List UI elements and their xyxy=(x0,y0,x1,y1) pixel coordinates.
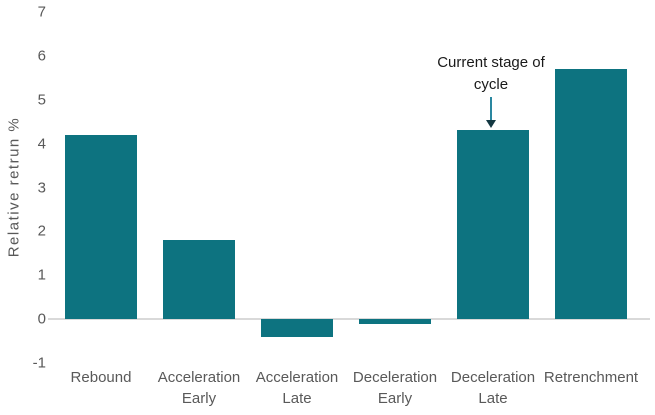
y-tick-label: 1 xyxy=(37,266,46,284)
arrow-shaft xyxy=(490,97,492,120)
x-category-label: Rebound xyxy=(70,369,132,386)
bar xyxy=(261,319,333,337)
bar xyxy=(457,130,529,320)
y-tick-label: 5 xyxy=(37,91,46,109)
bar-slot-deceleration-late xyxy=(444,12,542,363)
x-category-label: Deceleration Early xyxy=(352,369,438,407)
y-tick-label: 0 xyxy=(37,310,46,328)
annotation-arrow-down-icon xyxy=(486,97,496,128)
x-category-label: Retrenchment xyxy=(543,369,639,386)
y-tick-label: 3 xyxy=(37,179,46,196)
bar xyxy=(555,69,627,320)
bar-slot-acceleration-late xyxy=(248,12,346,363)
y-tick-label: 4 xyxy=(37,135,46,153)
x-category-label: Deceleration Late xyxy=(450,369,536,407)
arrow-head xyxy=(486,120,496,128)
bar-slot-deceleration-early xyxy=(346,12,444,363)
y-tick-label: 7 xyxy=(37,3,46,21)
bar xyxy=(359,319,431,324)
annotation-label: Current stage of cycle xyxy=(437,54,545,93)
x-axis-category-labels: Rebound Acceleration Early Acceleration Late… xyxy=(52,367,640,409)
y-tick-label: -1 xyxy=(32,354,46,372)
bar xyxy=(65,134,137,320)
y-tick-label: 2 xyxy=(37,222,46,240)
bar-series xyxy=(52,12,640,363)
x-category-label: Acceleration Late xyxy=(255,369,339,407)
y-tick-label: 6 xyxy=(37,47,46,65)
plot-area xyxy=(48,12,650,363)
bar-slot-retrenchment xyxy=(542,12,640,363)
bar xyxy=(163,240,235,320)
zero-axis-line xyxy=(48,318,650,321)
bar-slot-acceleration-early xyxy=(150,12,248,363)
x-category-label: Acceleration Early xyxy=(157,369,241,407)
bar-slot-rebound xyxy=(52,12,150,363)
